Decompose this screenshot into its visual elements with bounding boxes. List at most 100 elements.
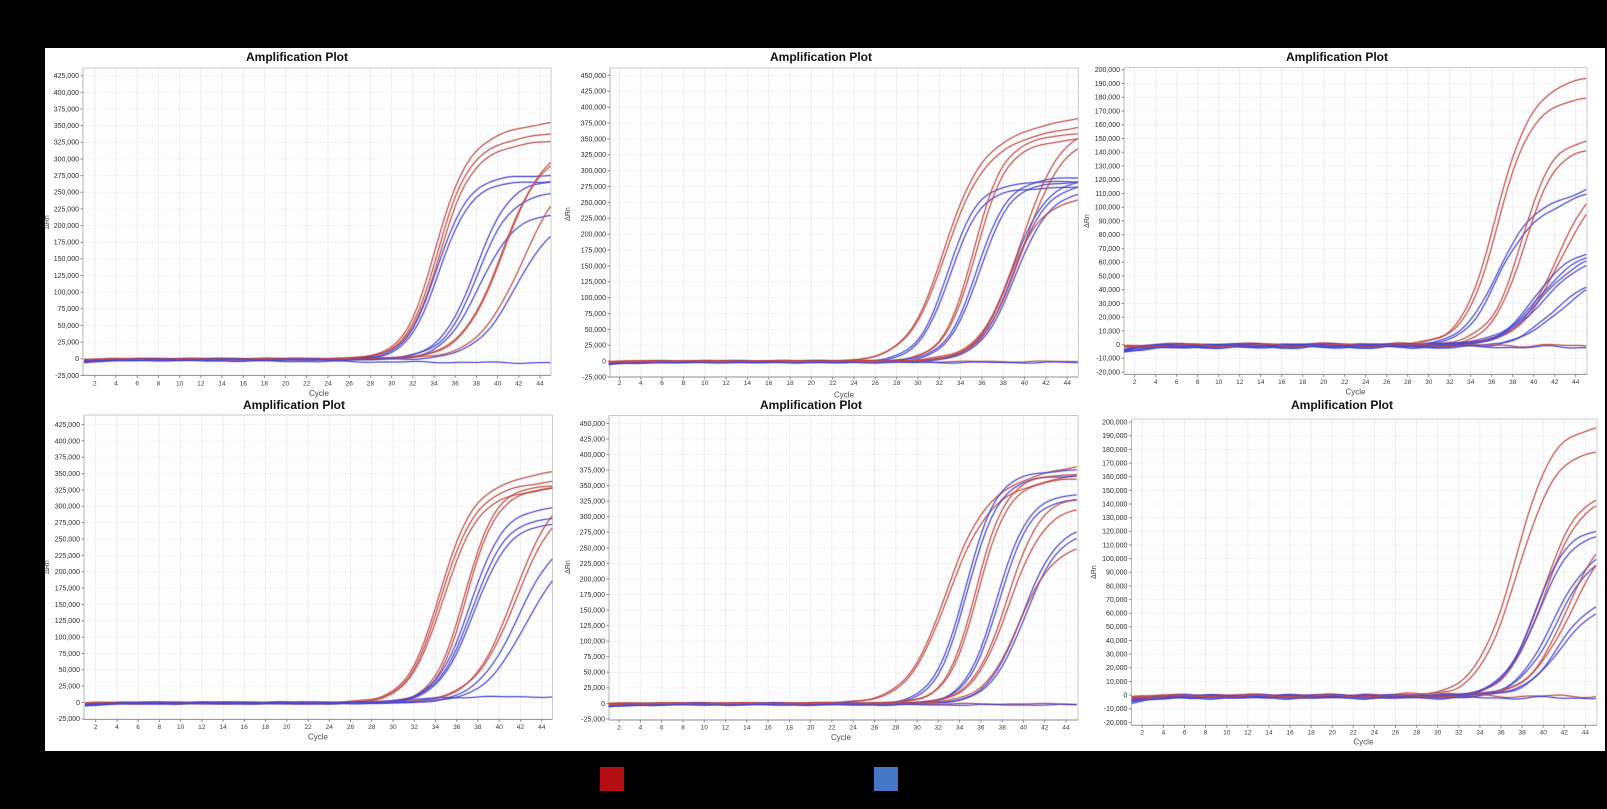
svg-text:10: 10: [176, 381, 184, 388]
svg-text:40: 40: [1020, 725, 1028, 732]
svg-text:50,000: 50,000: [1099, 273, 1121, 280]
svg-text:42: 42: [1561, 730, 1569, 737]
svg-text:0: 0: [1116, 342, 1120, 349]
svg-text:125,000: 125,000: [55, 618, 80, 625]
svg-text:42: 42: [1042, 380, 1050, 387]
svg-text:120,000: 120,000: [1095, 177, 1120, 184]
svg-text:12: 12: [1244, 730, 1252, 737]
svg-text:180,000: 180,000: [1102, 447, 1127, 454]
svg-text:2: 2: [94, 724, 98, 731]
svg-text:90,000: 90,000: [1106, 570, 1128, 577]
svg-text:75,000: 75,000: [584, 654, 606, 661]
svg-text:20,000: 20,000: [1099, 315, 1121, 322]
svg-text:38: 38: [1518, 730, 1526, 737]
svg-text:2: 2: [1133, 379, 1137, 386]
svg-text:175,000: 175,000: [55, 585, 80, 592]
svg-text:30: 30: [1434, 730, 1442, 737]
svg-text:275,000: 275,000: [581, 184, 606, 191]
svg-text:80,000: 80,000: [1099, 232, 1121, 239]
svg-text:44: 44: [1064, 380, 1072, 387]
svg-text:300,000: 300,000: [580, 514, 605, 521]
svg-text:26: 26: [1383, 379, 1391, 386]
svg-text:14: 14: [1265, 730, 1273, 737]
svg-text:425,000: 425,000: [581, 89, 606, 96]
svg-text:2: 2: [618, 380, 622, 387]
svg-text:28: 28: [368, 724, 376, 731]
svg-text:18: 18: [786, 380, 794, 387]
svg-text:22: 22: [1341, 379, 1349, 386]
svg-text:400,000: 400,000: [55, 438, 80, 445]
svg-text:16: 16: [1286, 730, 1294, 737]
svg-text:30: 30: [389, 724, 397, 731]
svg-text:225,000: 225,000: [54, 206, 79, 213]
svg-text:32: 32: [411, 724, 419, 731]
svg-text:42: 42: [515, 381, 523, 388]
svg-text:24: 24: [326, 724, 334, 731]
svg-text:Cycle: Cycle: [1345, 388, 1366, 397]
svg-text:6: 6: [135, 381, 139, 388]
svg-text:ΔRn: ΔRn: [565, 207, 572, 221]
svg-text:425,000: 425,000: [54, 73, 79, 80]
svg-text:0: 0: [602, 359, 606, 366]
svg-text:30,000: 30,000: [1099, 301, 1121, 308]
svg-text:60,000: 60,000: [1106, 611, 1128, 618]
svg-text:200,000: 200,000: [54, 223, 79, 230]
svg-text:20,000: 20,000: [1106, 665, 1128, 672]
svg-text:34: 34: [1476, 730, 1484, 737]
svg-text:175,000: 175,000: [581, 247, 606, 254]
svg-text:10: 10: [177, 724, 185, 731]
svg-text:25,000: 25,000: [585, 343, 607, 350]
svg-text:24: 24: [324, 381, 332, 388]
svg-text:28: 28: [892, 725, 900, 732]
svg-text:4: 4: [114, 381, 118, 388]
svg-text:140,000: 140,000: [1102, 501, 1127, 508]
svg-text:30: 30: [914, 380, 922, 387]
svg-text:100,000: 100,000: [580, 639, 605, 646]
svg-text:20: 20: [282, 381, 290, 388]
svg-text:300,000: 300,000: [54, 156, 79, 163]
svg-text:400,000: 400,000: [580, 452, 605, 459]
svg-text:50,000: 50,000: [1106, 624, 1128, 631]
svg-text:Amplification Plot: Amplification Plot: [246, 50, 348, 64]
svg-text:28: 28: [1413, 730, 1421, 737]
svg-text:4: 4: [1154, 379, 1158, 386]
svg-text:10,000: 10,000: [1106, 679, 1128, 686]
svg-text:30: 30: [913, 725, 921, 732]
svg-text:225,000: 225,000: [580, 561, 605, 568]
svg-text:14: 14: [743, 725, 751, 732]
svg-text:400,000: 400,000: [581, 105, 606, 112]
svg-text:28: 28: [893, 380, 901, 387]
svg-text:16: 16: [765, 380, 773, 387]
svg-text:22: 22: [828, 725, 836, 732]
svg-text:275,000: 275,000: [580, 530, 605, 537]
svg-text:375,000: 375,000: [580, 468, 605, 475]
svg-text:90,000: 90,000: [1099, 218, 1121, 225]
svg-text:125,000: 125,000: [54, 273, 79, 280]
svg-text:100,000: 100,000: [55, 635, 80, 642]
svg-text:Amplification Plot: Amplification Plot: [770, 50, 872, 64]
svg-text:180,000: 180,000: [1095, 95, 1120, 102]
svg-text:25,000: 25,000: [59, 684, 81, 691]
svg-text:20: 20: [808, 380, 816, 387]
svg-text:130,000: 130,000: [1095, 163, 1120, 170]
svg-text:ΔRn: ΔRn: [44, 215, 51, 229]
svg-text:70,000: 70,000: [1106, 597, 1128, 604]
svg-text:14: 14: [1257, 379, 1265, 386]
svg-text:2: 2: [93, 381, 97, 388]
svg-text:150,000: 150,000: [54, 256, 79, 263]
svg-text:38: 38: [1000, 380, 1008, 387]
svg-text:60,000: 60,000: [1099, 260, 1121, 267]
svg-text:200,000: 200,000: [1095, 67, 1120, 74]
svg-text:Amplification Plot: Amplification Plot: [1291, 398, 1393, 412]
svg-text:170,000: 170,000: [1102, 460, 1127, 467]
svg-text:200,000: 200,000: [580, 576, 605, 583]
svg-text:70,000: 70,000: [1099, 246, 1121, 253]
svg-text:18: 18: [262, 724, 270, 731]
svg-text:0: 0: [75, 356, 79, 363]
svg-text:Cycle: Cycle: [309, 389, 330, 398]
svg-text:8: 8: [1204, 730, 1208, 737]
svg-text:225,000: 225,000: [581, 216, 606, 223]
svg-text:125,000: 125,000: [581, 279, 606, 286]
svg-text:250,000: 250,000: [580, 545, 605, 552]
svg-text:ΔRn: ΔRn: [44, 560, 51, 574]
